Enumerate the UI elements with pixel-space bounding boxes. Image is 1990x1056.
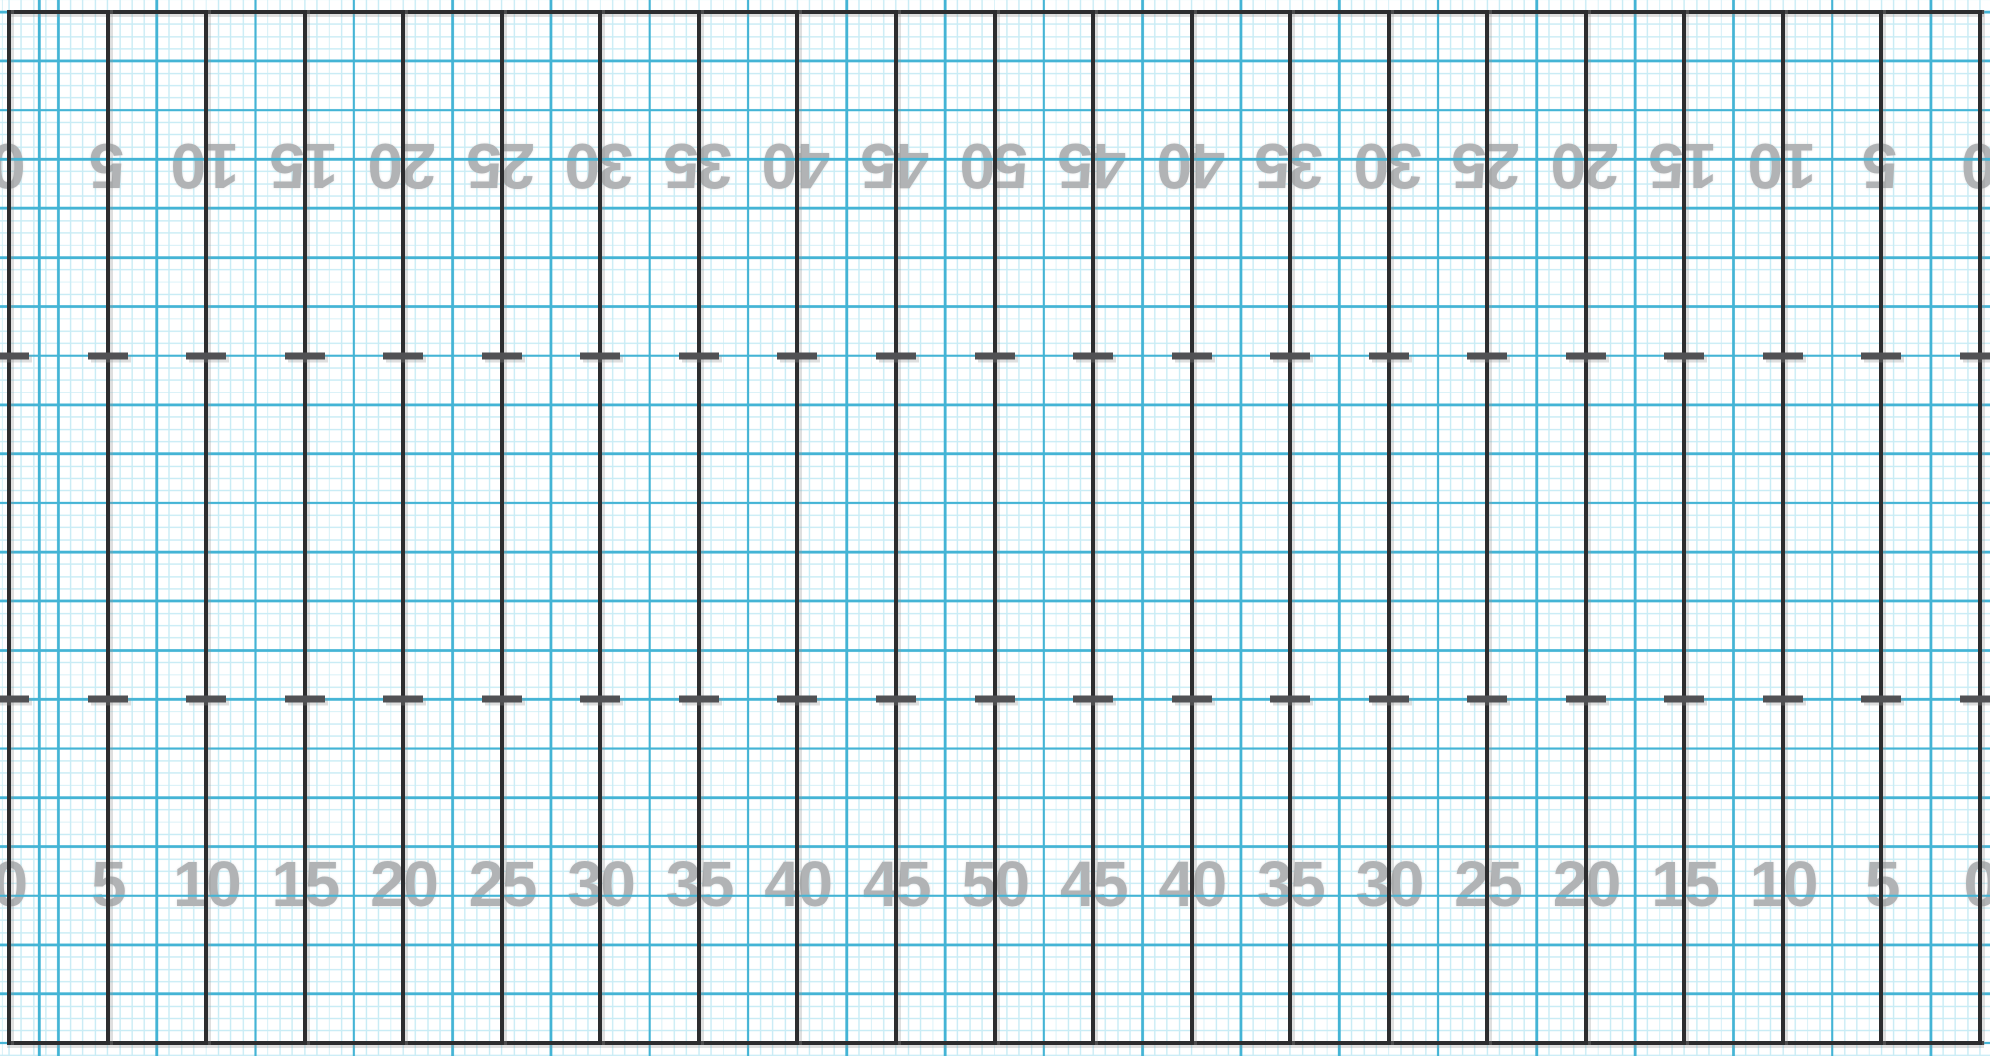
- hash-mark-row1: [186, 352, 227, 360]
- hash-mark-row1: [1467, 352, 1508, 360]
- hash-mark-row2: [0, 695, 29, 703]
- hash-mark-row2: [1565, 695, 1606, 703]
- hash-mark-row1: [1762, 352, 1803, 360]
- hash-mark-row2: [777, 695, 818, 703]
- hash-mark-row1: [1368, 352, 1409, 360]
- hash-mark-row1: [1171, 352, 1212, 360]
- hash-mark-row1: [678, 352, 719, 360]
- hash-mark-row2: [580, 695, 621, 703]
- hash-mark-row2: [1762, 695, 1803, 703]
- hash-mark-row2: [1664, 695, 1705, 703]
- hash-mark-row1: [1861, 352, 1902, 360]
- hash-mark-row1: [1960, 352, 1990, 360]
- hash-mark-row1: [1565, 352, 1606, 360]
- hash-mark-row1: [1270, 352, 1311, 360]
- hash-mark-row2: [974, 695, 1015, 703]
- hash-mark-row2: [1171, 695, 1212, 703]
- hash-mark-row2: [1861, 695, 1902, 703]
- hash-mark-row2: [875, 695, 916, 703]
- hash-mark-row2: [87, 695, 128, 703]
- hash-mark-row1: [284, 352, 325, 360]
- hash-mark-row2: [678, 695, 719, 703]
- hash-mark-row1: [0, 352, 29, 360]
- hash-mark-row1: [481, 352, 522, 360]
- hash-mark-row2: [186, 695, 227, 703]
- hash-mark-row2: [284, 695, 325, 703]
- hash-mark-row2: [1073, 695, 1114, 703]
- hash-mark-row2: [383, 695, 424, 703]
- hash-mark-row1: [383, 352, 424, 360]
- hash-mark-row2: [1960, 695, 1990, 703]
- hash-mark-row1: [1664, 352, 1705, 360]
- hash-mark-row1: [1073, 352, 1114, 360]
- hash-mark-row2: [481, 695, 522, 703]
- hash-mark-row2: [1368, 695, 1409, 703]
- hash-mark-row1: [777, 352, 818, 360]
- hash-mark-row1: [974, 352, 1015, 360]
- hash-mark-row1: [580, 352, 621, 360]
- hash-mark-row2: [1467, 695, 1508, 703]
- hash-mark-row1: [87, 352, 128, 360]
- hash-mark-row1: [875, 352, 916, 360]
- hash-mark-row2: [1270, 695, 1311, 703]
